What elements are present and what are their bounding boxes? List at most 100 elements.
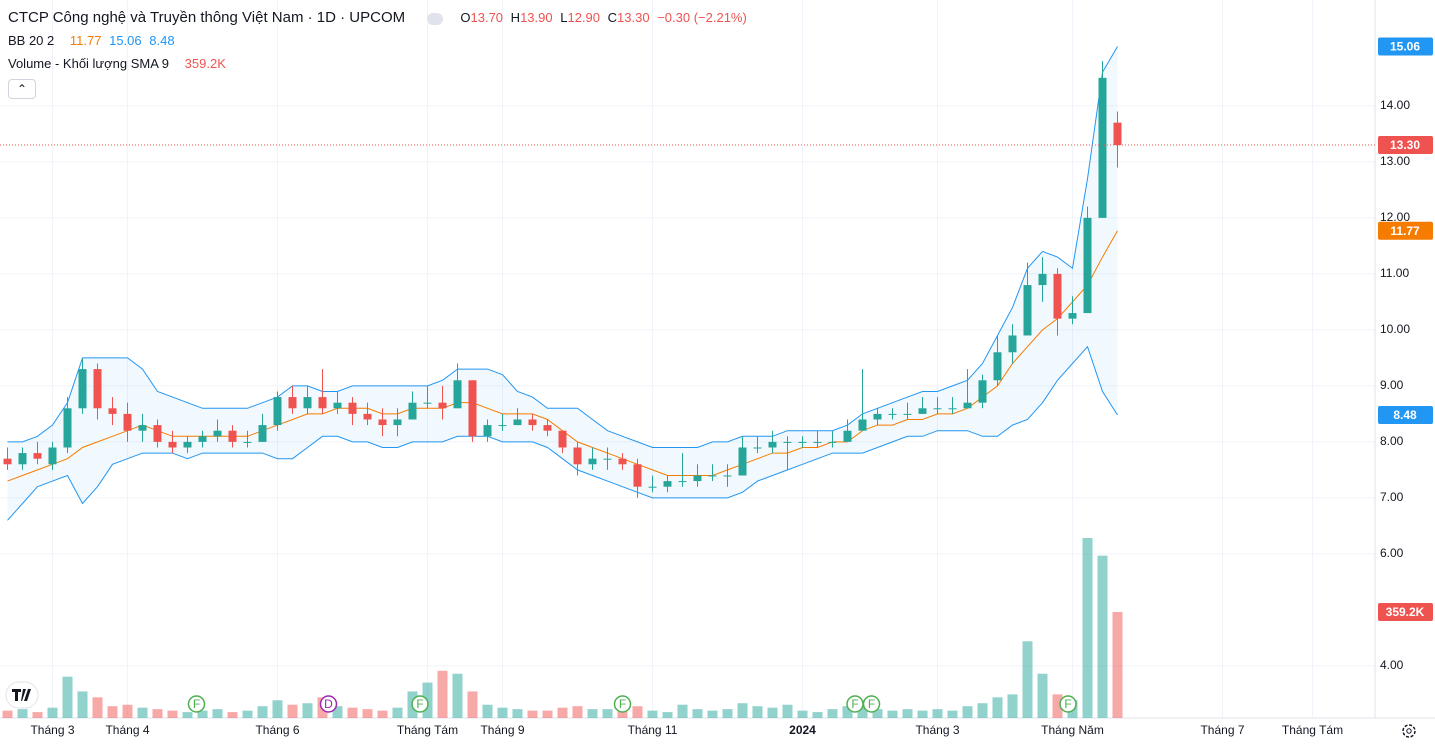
y-tick-label: 11.00: [1380, 266, 1409, 280]
volume-bar: [92, 697, 103, 718]
candle-body: [543, 425, 552, 431]
volume-bar: [1082, 537, 1093, 718]
candle-body: [573, 447, 582, 465]
high-value: 13.90: [520, 10, 553, 25]
volume-bar: [737, 703, 748, 718]
event-marker[interactable]: F: [862, 695, 881, 713]
candle-body: [213, 430, 222, 437]
event-circle: [1059, 695, 1077, 713]
event-label: F: [851, 697, 858, 711]
volume-bar: [77, 691, 88, 718]
volume-bar: [137, 707, 148, 718]
volume-bar: [587, 709, 598, 718]
event-marker[interactable]: F: [411, 695, 429, 713]
low-label: L: [560, 10, 568, 25]
tag-volume: 359.2K: [1386, 605, 1425, 619]
candle-body: [918, 408, 927, 414]
bb-upper-value: 15.06: [109, 33, 142, 48]
legend-header: CTCP Công nghệ và Truyền thông Việt Nam …: [8, 6, 751, 75]
candle-body: [723, 475, 732, 477]
volume-bar: [857, 700, 868, 718]
event-label: F: [416, 697, 423, 711]
candle-body: [3, 458, 12, 465]
settings-button[interactable]: [1402, 724, 1416, 738]
x-tick-label: Tháng 3: [30, 723, 74, 737]
candle-body: [363, 413, 372, 420]
candle-body: [1068, 313, 1077, 319]
volume-bar: [677, 704, 688, 718]
volume-bar: [932, 709, 943, 718]
candle-body: [648, 486, 657, 488]
event-label: F: [868, 697, 875, 711]
volume-bar: [302, 703, 313, 718]
candle-body: [588, 458, 597, 465]
event-label: F: [1064, 697, 1071, 711]
tag-upper-bg: [1378, 37, 1433, 56]
hide-button[interactable]: [426, 12, 443, 25]
candle-body: [1098, 77, 1107, 218]
candle-body: [153, 425, 162, 442]
chart-title: CTCP Công nghệ và Truyền thông Việt Nam …: [8, 9, 406, 26]
candle-body: [63, 408, 72, 448]
x-tick-label: Tháng 4: [105, 723, 149, 737]
y-tick-label: 7.00: [1380, 490, 1404, 504]
event-marker[interactable]: F: [613, 695, 632, 713]
change-value: −0.30 (−2.21%): [657, 10, 747, 25]
volume-bar: [32, 712, 43, 718]
y-tick-label: 6.00: [1380, 546, 1404, 560]
gear-inner: [1406, 728, 1412, 734]
y-tick-label: 10.00: [1380, 322, 1410, 336]
volume-bar: [482, 704, 493, 718]
candle-body: [1008, 335, 1017, 353]
volume-bar: [152, 709, 163, 718]
candle-body: [273, 397, 282, 426]
collapse-button[interactable]: ⌃: [8, 79, 36, 99]
event-marker[interactable]: F: [846, 695, 864, 713]
tag-basis-bg: [1378, 221, 1433, 240]
candle-body: [1113, 122, 1122, 146]
candle-body: [1038, 273, 1047, 286]
x-tick-label: Tháng Năm: [1041, 723, 1104, 737]
candle-body: [933, 408, 942, 410]
candle-body: [138, 425, 147, 431]
tag-last: 13.30: [1390, 138, 1420, 152]
y-tick-label: 9.00: [1380, 378, 1404, 392]
volume-bar: [332, 706, 343, 718]
candle-body: [828, 441, 837, 443]
candle-body: [873, 413, 882, 420]
volume-bar: [557, 707, 568, 718]
candle-body: [108, 408, 117, 414]
volume-bar: [197, 710, 208, 718]
y-tick-label: 14.00: [1380, 98, 1410, 112]
volume-bar: [107, 706, 118, 718]
candle-body: [393, 419, 402, 426]
candle-body: [333, 402, 342, 409]
candle-body: [408, 402, 417, 420]
candle-body: [663, 481, 672, 487]
candle-body: [888, 413, 897, 415]
volume-bar: [767, 707, 778, 718]
band-fill: [7, 46, 1118, 521]
volume-bar: [1037, 673, 1048, 718]
candle-body: [1083, 217, 1092, 314]
event-marker[interactable]: D: [319, 695, 338, 713]
candle-body: [183, 441, 192, 448]
volume-bar: [287, 704, 298, 718]
volume-bar: [47, 707, 58, 718]
volume-bar: [527, 710, 538, 718]
event-label: D: [324, 697, 333, 711]
event-marker[interactable]: F: [1059, 695, 1077, 713]
x-tick-label: Tháng 3: [915, 723, 959, 737]
volume-bar: [467, 691, 478, 718]
volume-bar: [17, 709, 28, 718]
candle-body: [948, 408, 957, 410]
bb-basis-value: 11.77: [69, 33, 102, 48]
volume-bar: [812, 712, 823, 718]
volume-bar: [1007, 694, 1018, 718]
candle-body: [903, 413, 912, 415]
x-tick-label: Tháng 9: [480, 723, 524, 737]
volume-bar: [437, 670, 448, 718]
candle-body: [768, 441, 777, 448]
event-marker[interactable]: F: [187, 695, 206, 713]
event-label: F: [619, 697, 626, 711]
